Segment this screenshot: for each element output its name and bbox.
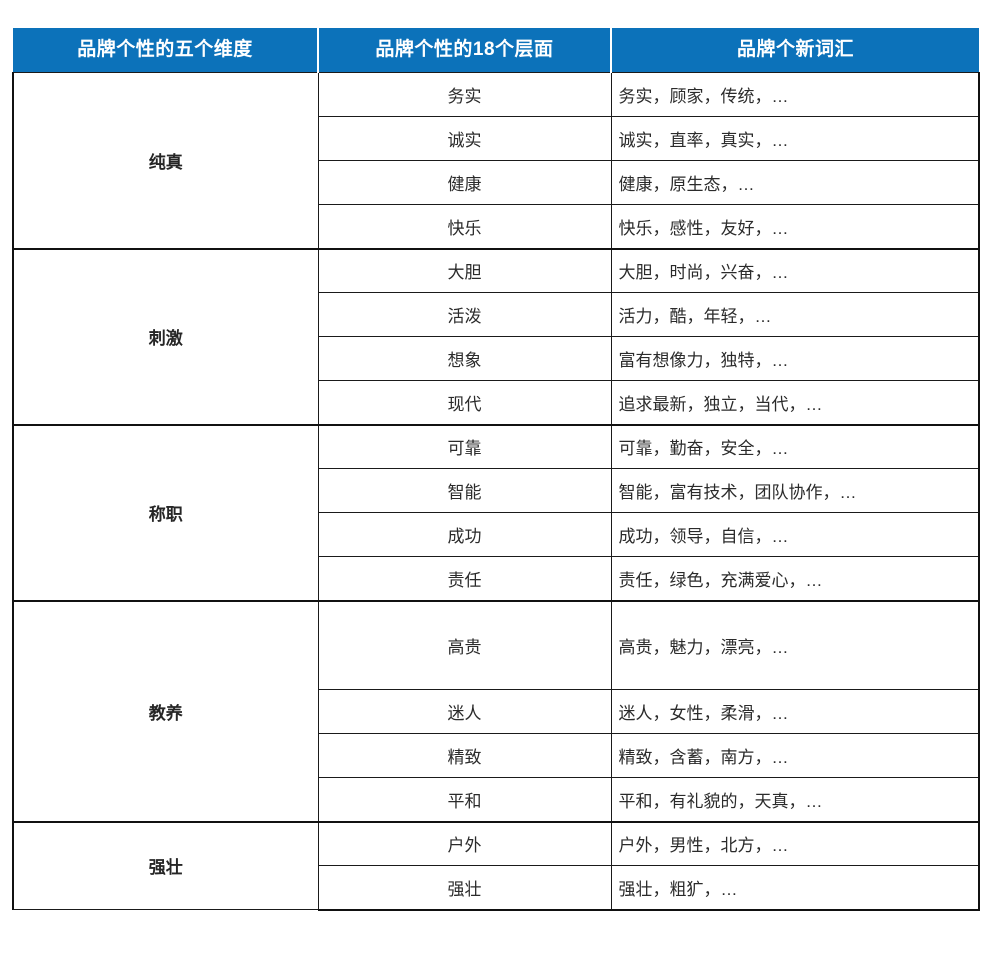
cell-words: 快乐，感性，友好，… — [610, 204, 980, 249]
table-header-row: 品牌个性的五个维度 品牌个性的18个层面 品牌个新词汇 — [13, 28, 979, 73]
cell-facet: 大胆 — [317, 247, 612, 293]
cell-facet: 成功 — [317, 512, 612, 557]
cell-words: 活力，酷，年轻，… — [610, 292, 980, 337]
cell-words: 迷人，女性，柔滑，… — [610, 689, 980, 734]
cell-words: 强壮，粗犷，… — [610, 865, 980, 911]
table-row: 活泼 活力，酷，年轻，… — [13, 292, 980, 337]
cell-facet: 可靠 — [317, 423, 612, 469]
table-row: 教养 高贵 高贵，魅力，漂亮，… — [12, 599, 980, 822]
table-row: 现代 追求最新，独立，当代，… — [13, 380, 980, 425]
cell-facet: 现代 — [317, 380, 612, 425]
table-row: 想象 富有想像力，独特，… — [13, 336, 980, 381]
cell-words: 追求最新，独立，当代，… — [610, 380, 980, 425]
table-row: 纯真 务实 务实，顾家，传统，… — [12, 72, 980, 249]
table-row: 成功 成功，领导，自信，… — [13, 512, 980, 557]
table-row: 精致 精致，含蓄，南方，… — [13, 733, 980, 778]
cell-facet: 高贵 — [317, 599, 612, 690]
table-body: 纯真 务实 务实，顾家，传统，… 诚实 诚实，直率，真实，… 健康 健康，原生态，… 快乐 快乐… — [12, 72, 980, 911]
cell-words: 成功，领导，自信，… — [610, 512, 980, 557]
cell-facet: 想象 — [317, 336, 612, 381]
cell-words: 务实，顾家，传统，… — [610, 72, 980, 117]
cell-dimension: 教养 — [12, 599, 319, 822]
column-header-facet: 品牌个性的18个层面 — [317, 28, 612, 73]
cell-words: 户外，男性，北方，… — [610, 820, 980, 866]
cell-words: 平和，有礼貌的，天真，… — [610, 777, 980, 822]
cell-dimension: 刺激 — [12, 247, 319, 425]
table-header: 品牌个性的五个维度 品牌个性的18个层面 品牌个新词汇 — [13, 28, 979, 73]
table-row: 强壮 户外 户外，男性，北方，… — [12, 820, 980, 910]
cell-words: 富有想像力，独特，… — [610, 336, 980, 381]
column-header-words: 品牌个新词汇 — [610, 28, 979, 73]
cell-facet: 活泼 — [317, 292, 612, 337]
cell-dimension: 纯真 — [12, 72, 319, 249]
cell-words: 健康，原生态，… — [610, 160, 980, 205]
cell-words: 高贵，魅力，漂亮，… — [610, 599, 980, 690]
table-row: 称职 可靠 可靠，勤奋，安全，… — [12, 423, 980, 601]
cell-facet: 务实 — [317, 72, 612, 117]
brand-personality-table: 品牌个性的五个维度 品牌个性的18个层面 品牌个新词汇 纯真 务实 务实，顾家，传统… — [12, 28, 980, 911]
cell-facet: 平和 — [317, 777, 612, 822]
table-row: 快乐 快乐，感性，友好，… — [13, 204, 980, 249]
table-row: 强壮 强壮，粗犷，… — [13, 865, 980, 911]
cell-facet: 精致 — [317, 733, 612, 778]
cell-facet: 智能 — [317, 468, 612, 513]
cell-facet: 健康 — [317, 160, 612, 205]
cell-facet: 迷人 — [317, 689, 612, 734]
cell-words: 责任，绿色，充满爱心，… — [610, 556, 980, 601]
cell-words: 精致，含蓄，南方，… — [610, 733, 980, 778]
cell-facet: 责任 — [317, 556, 612, 601]
table-row: 智能 智能，富有技术，团队协作，… — [13, 468, 980, 513]
table-row: 迷人 迷人，女性，柔滑，… — [13, 689, 980, 734]
cell-dimension: 强壮 — [12, 820, 319, 910]
cell-words: 可靠，勤奋，安全，… — [610, 423, 980, 469]
cell-words: 诚实，直率，真实，… — [610, 116, 980, 161]
cell-facet: 快乐 — [317, 204, 612, 249]
table-row: 刺激 大胆 大胆，时尚，兴奋，… — [12, 247, 980, 425]
cell-facet: 诚实 — [317, 116, 612, 161]
table-row: 诚实 诚实，直率，真实，… — [13, 116, 980, 161]
cell-facet: 户外 — [317, 820, 612, 866]
table-row: 平和 平和，有礼貌的，天真，… — [13, 777, 980, 822]
column-header-dimension: 品牌个性的五个维度 — [13, 28, 319, 73]
cell-words: 大胆，时尚，兴奋，… — [610, 247, 980, 293]
cell-facet: 强壮 — [317, 865, 612, 911]
cell-dimension: 称职 — [12, 423, 319, 601]
cell-words: 智能，富有技术，团队协作，… — [610, 468, 980, 513]
table-row: 健康 健康，原生态，… — [13, 160, 980, 205]
